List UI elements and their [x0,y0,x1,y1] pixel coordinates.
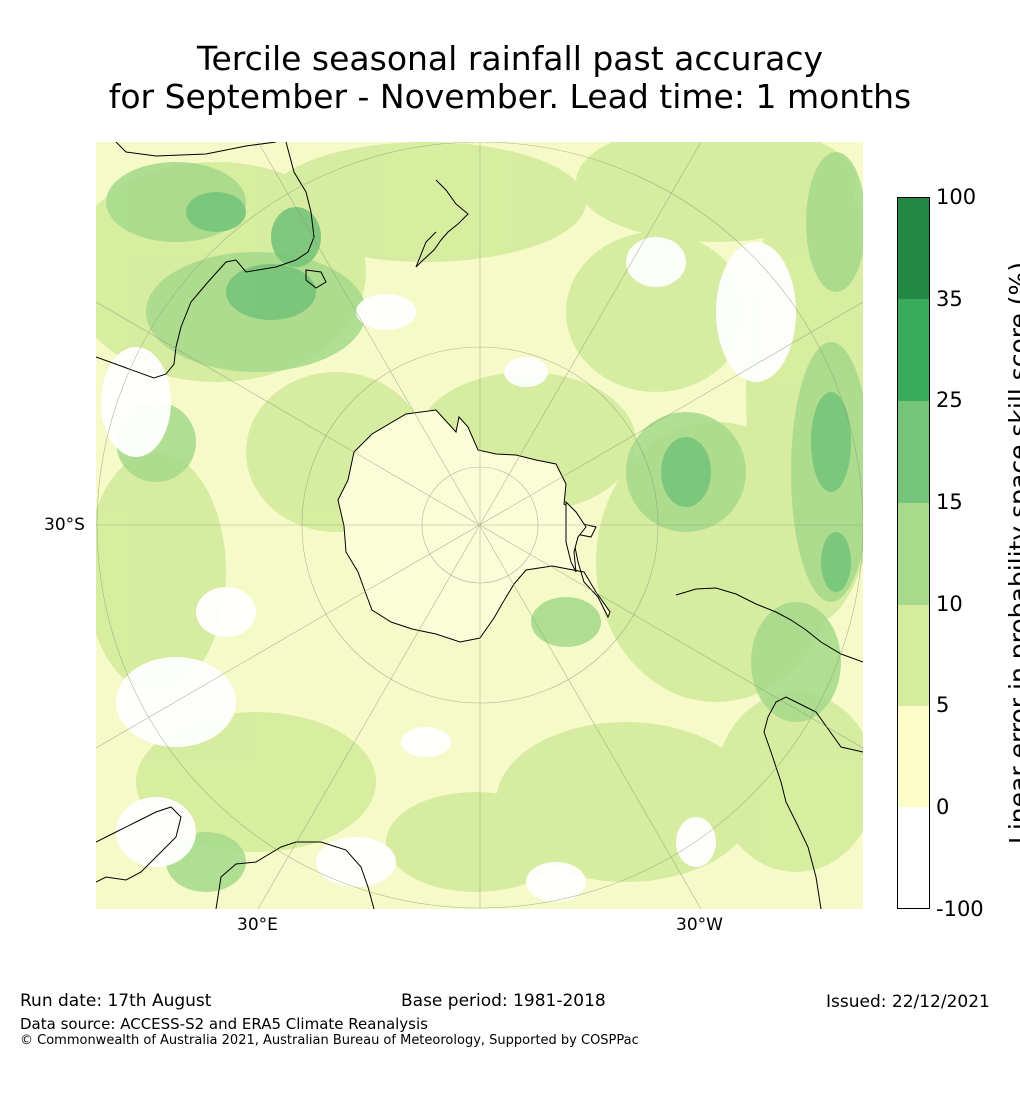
colorbar-bin-10-15 [897,503,930,605]
colorbar-bin-15-25 [897,401,930,503]
graticule [96,142,863,909]
colorbar-tick-5: 5 [936,693,950,717]
south-america-landmass [675,587,863,909]
skill-field-high [186,192,851,592]
tasmania-island [305,269,327,289]
lon-label-30w: 30°W [676,915,723,935]
polar-skill-map [96,142,863,909]
colorbar-tick-neg100: -100 [936,897,984,921]
base-period: Base period: 1981-2018 [401,991,606,1011]
lat-label-30s: 30°S [44,515,85,535]
data-source: Data source: ACCESS-S2 and ERA5 Climate … [20,1015,428,1033]
colorbar-title: Linear error in probability space skill … [1004,261,1020,845]
colorbar-frame [897,197,930,909]
lon-label-30e: 30°E [237,915,278,935]
colorbar-tick-100: 100 [936,185,977,209]
colorbar-bin-5-10 [897,605,930,706]
no-skill-field [101,237,796,902]
title-line-1: Tercile seasonal rainfall past accuracy [196,39,824,78]
run-date: Run date: 17th August [20,991,212,1011]
new-zealand-islands [415,179,469,268]
antarctic-peninsula [565,500,587,573]
colorbar-tick-35: 35 [936,287,963,311]
colorbar-tick-0: 0 [936,795,950,819]
antarctica-landmass [337,409,611,643]
chart-title: Tercile seasonal rainfall past accuracy … [0,40,1020,116]
copyright: © Commonwealth of Australia 2021, Austra… [20,1033,639,1048]
issued-date: Issued: 22/12/2021 [826,992,990,1012]
colorbar-bin-0-5 [897,706,930,807]
colorbar-bin-neg100-0 [897,807,930,909]
colorbar-tick-25: 25 [936,388,963,412]
colorbar [897,197,930,909]
africa-landmass [96,806,375,909]
colorbar-bin-35-100 [897,197,930,299]
colorbar-tick-10: 10 [936,592,963,616]
colorbar-tick-15: 15 [936,490,963,514]
colorbar-bin-25-35 [897,299,930,401]
australia-landmass [96,142,315,379]
title-line-2: for September - November. Lead time: 1 m… [108,77,912,116]
